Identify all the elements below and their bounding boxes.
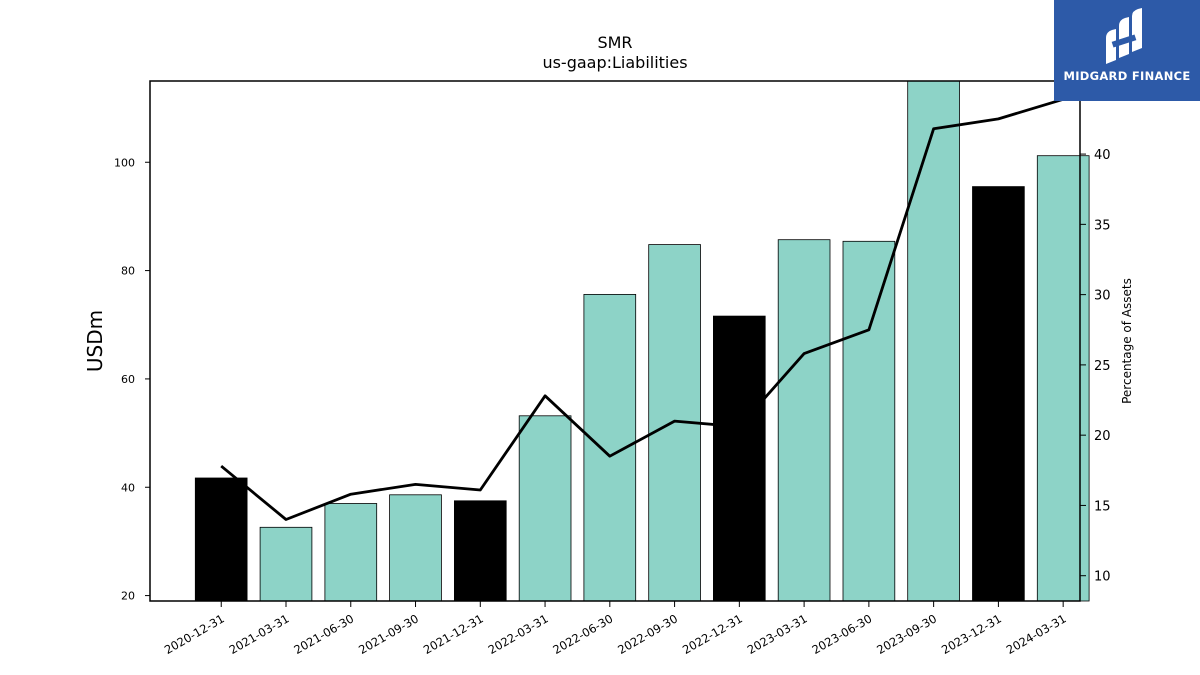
y2-tick-label: 30 <box>1094 289 1111 304</box>
bar <box>259 526 313 602</box>
x-tick-label: 2023-06-30 <box>809 611 874 657</box>
y2-tick-label: 25 <box>1094 359 1111 374</box>
x-tick-label: 2022-12-31 <box>680 611 745 657</box>
x-tick-label: 2023-03-31 <box>745 611 810 657</box>
y2-tick-label: 20 <box>1094 429 1111 444</box>
bar <box>907 80 960 602</box>
bar <box>453 500 507 602</box>
y-tick-label: 60 <box>121 373 135 386</box>
y-tick-label: 20 <box>121 590 135 603</box>
y2-tick-label: 15 <box>1094 499 1111 514</box>
chart-title: SMR <box>597 33 632 52</box>
x-tick-label: 2021-09-30 <box>356 611 421 657</box>
y-tick-label: 40 <box>121 481 135 494</box>
midgard-finance-logo: MIDGARD FINANCE <box>1054 0 1200 101</box>
bar <box>972 186 1025 602</box>
x-tick-label: 2021-12-31 <box>421 611 486 657</box>
bar <box>389 494 442 602</box>
pct-assets-line <box>220 97 1064 521</box>
x-tick-label: 2020-12-31 <box>162 611 227 657</box>
x-tick-label: 2022-03-31 <box>486 611 551 657</box>
y2-tick-label: 40 <box>1094 148 1111 163</box>
bar <box>713 315 766 602</box>
bar-series <box>194 80 1090 602</box>
y2-axis-label: Percentage of Assets <box>1120 278 1134 404</box>
y2-tick-label: 35 <box>1094 218 1111 233</box>
bar <box>777 239 831 602</box>
pct-assets-series <box>220 97 1064 521</box>
x-tick-label: 2024-03-31 <box>1004 611 1069 657</box>
x-tick-label: 2021-06-30 <box>291 611 356 657</box>
bar <box>324 503 378 602</box>
y-axis-label: USDm <box>83 310 107 372</box>
bar <box>194 477 248 602</box>
y-tick-label: 100 <box>114 156 135 169</box>
y2-tick-label: 10 <box>1094 570 1111 585</box>
bar <box>1036 155 1090 602</box>
x-tick-label: 2021-03-31 <box>227 611 292 657</box>
bar <box>518 415 572 602</box>
chart-subtitle: us-gaap:Liabilities <box>542 53 687 72</box>
y-tick-label: 80 <box>121 265 135 278</box>
bar <box>842 240 896 602</box>
x-tick-label: 2023-12-31 <box>939 611 1004 657</box>
x-tick-label: 2022-09-30 <box>615 611 680 657</box>
plot-frame <box>149 80 1081 602</box>
midgard-logo-icon <box>1106 8 1142 64</box>
x-tick-label: 2023-09-30 <box>874 611 939 657</box>
logo-brand-text: MIDGARD FINANCE <box>1063 69 1191 83</box>
x-tick-label: 2022-06-30 <box>550 611 615 657</box>
